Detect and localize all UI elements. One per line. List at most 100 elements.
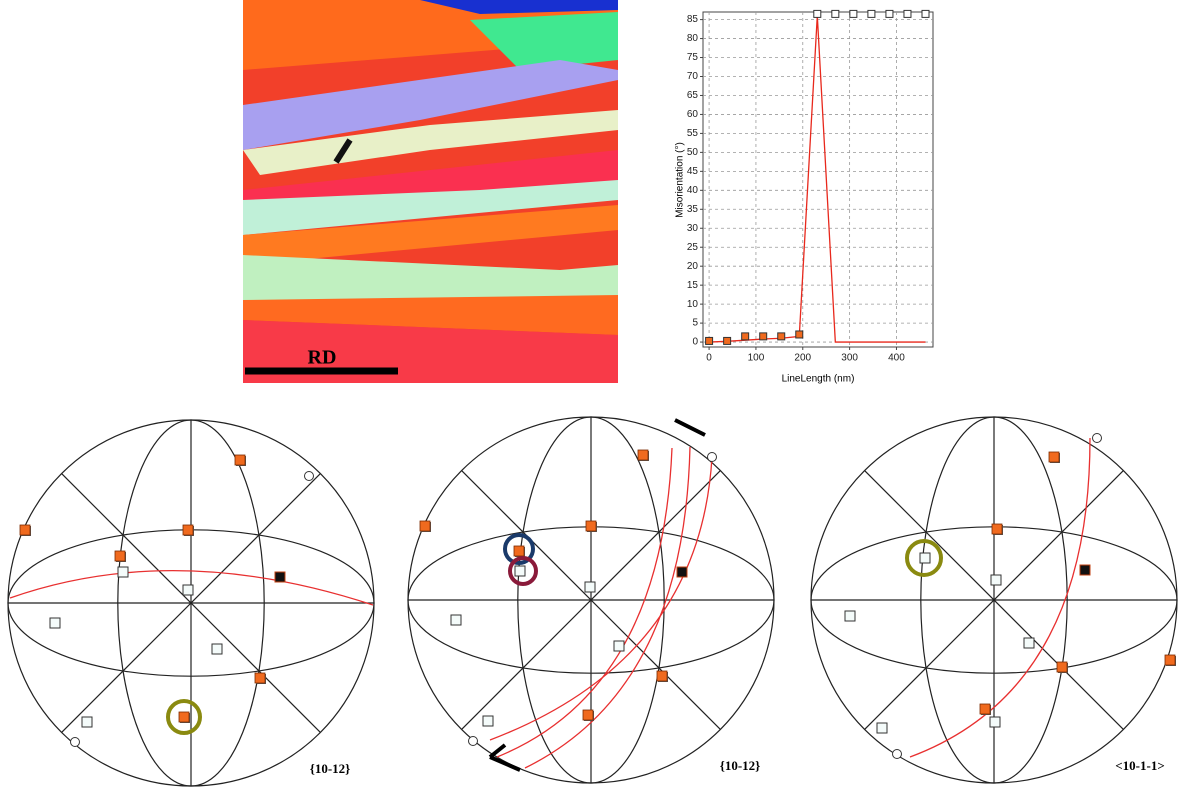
grain xyxy=(243,180,618,235)
grain xyxy=(243,60,618,150)
y-tick-label: 45 xyxy=(687,166,699,177)
great-circle xyxy=(117,419,265,787)
pole-filled xyxy=(656,670,668,682)
grain xyxy=(420,0,618,14)
y-tick-label: 60 xyxy=(687,109,699,120)
highlight-ring xyxy=(508,556,538,586)
pole-filled xyxy=(582,709,594,721)
trace xyxy=(909,437,1091,758)
rd-label: RD xyxy=(308,347,337,369)
data-marker xyxy=(813,9,822,18)
grain xyxy=(243,320,618,383)
pole-open xyxy=(844,610,856,622)
y-tick-label: 5 xyxy=(692,318,698,329)
pole-label: {10-12} xyxy=(720,758,761,773)
highlight-ring xyxy=(166,699,202,735)
pole-filled xyxy=(585,520,597,532)
trace xyxy=(489,456,713,741)
y-tick-label: 80 xyxy=(687,33,699,44)
x-axis-label: LineLength (nm) xyxy=(782,374,855,385)
data-marker xyxy=(921,9,930,18)
plot-frame xyxy=(702,11,934,348)
pole-open xyxy=(182,584,194,596)
y-tick-label: 40 xyxy=(687,185,699,196)
pole-open xyxy=(81,716,93,728)
trace xyxy=(9,570,374,606)
rim-marker xyxy=(707,452,717,462)
pole-label: {10-12} xyxy=(310,761,351,776)
x-tick-label: 400 xyxy=(888,353,905,364)
data-marker xyxy=(705,336,714,345)
grain xyxy=(243,255,618,300)
pole-dark xyxy=(274,571,286,583)
pole-filled xyxy=(1048,451,1060,463)
pole-filled xyxy=(19,524,31,536)
line-chart: Misorientation (°) LineLength (nm) 0 5 10 1… xyxy=(675,9,934,385)
great-circle xyxy=(517,416,665,784)
data-marker xyxy=(723,336,732,345)
rim-marker xyxy=(468,736,478,746)
pole-figures: {10-12} {10-12} <10-1-1> xyxy=(7,416,1178,787)
y-tick-label: 0 xyxy=(692,337,698,348)
pole-open xyxy=(117,566,129,578)
pole-open xyxy=(584,581,596,593)
pole-filled xyxy=(979,703,991,715)
y-tick-label: 10 xyxy=(687,299,699,310)
data-marker xyxy=(795,330,804,339)
pole-filled xyxy=(1056,661,1068,673)
rim-marker xyxy=(70,737,80,747)
data-marker xyxy=(831,9,840,18)
pole-open xyxy=(989,716,1001,728)
shear-arrow xyxy=(488,743,521,772)
y-tick-label: 70 xyxy=(687,71,699,82)
data-marker xyxy=(777,332,786,341)
y-tick-label: 65 xyxy=(687,90,699,101)
data-marker xyxy=(885,9,894,18)
great-circle xyxy=(920,416,1068,784)
ebsd-map: RD xyxy=(243,0,618,383)
pole-dark xyxy=(676,566,688,578)
pole-filled xyxy=(182,524,194,536)
pole-open xyxy=(450,614,462,626)
y-tick-label: 25 xyxy=(687,242,699,253)
data-marker xyxy=(903,9,912,18)
wire-line xyxy=(864,470,1124,730)
pole-filled xyxy=(513,545,525,557)
pole-open xyxy=(514,565,526,577)
scan-line xyxy=(333,138,353,164)
rim-marker xyxy=(1092,433,1102,443)
pole-open xyxy=(990,574,1002,586)
grain xyxy=(243,295,618,335)
y-tick-label: 15 xyxy=(687,280,699,291)
rim-marker xyxy=(304,471,314,481)
y-tick-label: 55 xyxy=(687,128,699,139)
shear-arrow xyxy=(674,418,706,437)
trace xyxy=(524,446,691,769)
data-marker xyxy=(849,9,858,18)
pole-label: <10-1-1> xyxy=(1115,758,1164,773)
pole-filled xyxy=(419,520,431,532)
pole-filled xyxy=(234,454,246,466)
data-marker xyxy=(867,9,876,18)
pole-open xyxy=(482,715,494,727)
pole-filled xyxy=(991,523,1003,535)
y-tick-label: 50 xyxy=(687,147,699,158)
x-tick-label: 100 xyxy=(748,353,765,364)
pole-open xyxy=(211,643,223,655)
wire-line xyxy=(61,473,321,733)
pole-open xyxy=(876,722,888,734)
highlight-ring xyxy=(905,539,943,577)
wire-line xyxy=(461,470,721,730)
pole-filled xyxy=(254,672,266,684)
pole-filled xyxy=(637,449,649,461)
pole-open xyxy=(1023,637,1035,649)
pole-open xyxy=(613,640,625,652)
data-marker xyxy=(741,332,750,341)
x-tick-label: 200 xyxy=(794,353,811,364)
x-tick-label: 0 xyxy=(706,353,712,364)
y-tick-label: 30 xyxy=(687,223,699,234)
pole-open xyxy=(49,617,61,629)
pole-filled xyxy=(114,550,126,562)
grain xyxy=(470,12,618,70)
y-tick-label: 85 xyxy=(687,14,699,25)
